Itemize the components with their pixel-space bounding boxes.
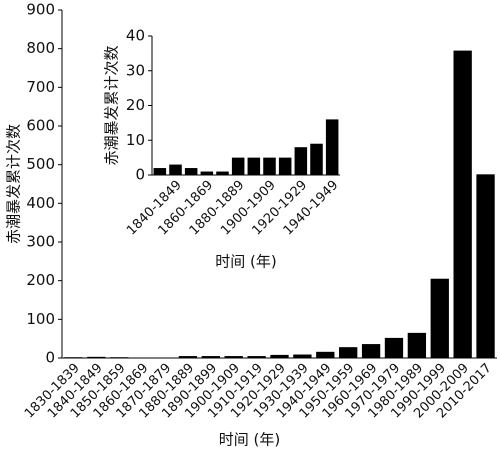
- bar: [476, 174, 495, 358]
- bar: [178, 356, 198, 358]
- bar: [270, 354, 289, 358]
- bar: [453, 50, 472, 358]
- y-tick-label: 30: [126, 61, 145, 79]
- y-axis-label: 赤潮暴发累计次数: [103, 45, 121, 165]
- bar: [169, 164, 182, 175]
- bar: [153, 168, 167, 175]
- bar: [200, 171, 214, 175]
- bar: [310, 143, 323, 175]
- y-tick-label: 900: [26, 1, 55, 19]
- bar: [224, 356, 243, 358]
- bar: [247, 356, 266, 358]
- bar: [316, 351, 335, 358]
- y-tick-label: 10: [126, 131, 145, 149]
- bar: [293, 354, 312, 358]
- bar: [361, 344, 381, 358]
- y-tick-label: 200: [26, 271, 55, 289]
- y-tick-label: 400: [26, 194, 55, 212]
- bar: [325, 119, 339, 175]
- y-tick-label: 500: [26, 155, 55, 173]
- y-axis-label: 赤潮暴发累计次数: [5, 124, 23, 244]
- y-tick-label: 800: [26, 39, 55, 57]
- bar: [278, 157, 292, 175]
- bar: [216, 171, 229, 175]
- y-tick-label: 0: [135, 166, 145, 184]
- bar: [294, 147, 308, 175]
- bar: [407, 332, 427, 358]
- bar: [231, 157, 245, 175]
- y-tick-label: 20: [126, 96, 145, 114]
- x-axis-label: 时间 (年): [219, 431, 280, 449]
- bar: [87, 356, 106, 358]
- bar: [430, 278, 449, 358]
- bar: [339, 347, 358, 358]
- y-tick-label: 100: [26, 310, 55, 328]
- bar: [184, 168, 198, 175]
- bar: [247, 157, 261, 175]
- x-axis-label: 时间 (年): [215, 253, 276, 271]
- y-tick-label: 700: [26, 78, 55, 96]
- y-tick-label: 40: [126, 27, 145, 45]
- bar: [384, 337, 404, 358]
- bar: [263, 157, 276, 175]
- y-tick-label: 600: [26, 117, 55, 135]
- y-tick-label: 300: [26, 233, 55, 251]
- y-tick-label: 0: [45, 349, 55, 367]
- bar: [201, 356, 220, 358]
